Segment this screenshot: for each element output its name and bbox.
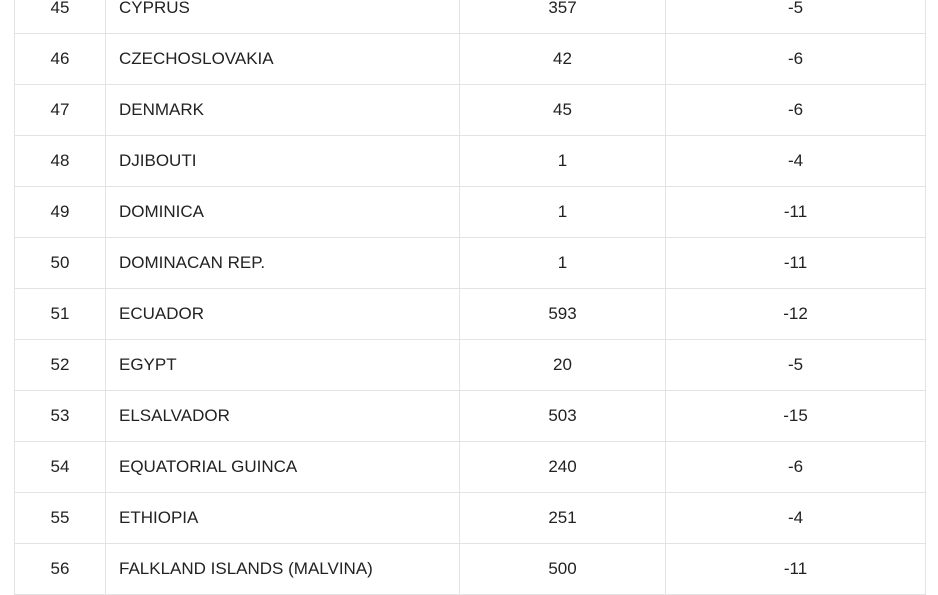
dialing-code: 251 [459,492,666,544]
time-difference: -11 [665,543,926,595]
table-row: 50 DOMINACAN REP. 1 -11 [14,237,926,289]
row-number: 53 [14,390,106,442]
row-number: 56 [14,543,106,595]
row-number: 49 [14,186,106,238]
dialing-code: 1 [459,186,666,238]
time-difference: -4 [665,135,926,187]
dialing-code: 357 [459,0,666,34]
country-name: DOMINACAN REP. [105,237,460,289]
country-name: FALKLAND ISLANDS (MALVINA) [105,543,460,595]
table-row: 45 CYPRUS 357 -5 [14,0,926,34]
time-difference: -15 [665,390,926,442]
time-difference: -6 [665,441,926,493]
table-row: 49 DOMINICA 1 -11 [14,186,926,238]
table-row: 53 ELSALVADOR 503 -15 [14,390,926,442]
country-name: ELSALVADOR [105,390,460,442]
row-number: 47 [14,84,106,136]
row-number: 51 [14,288,106,340]
row-number: 50 [14,237,106,289]
country-name: DJIBOUTI [105,135,460,187]
dialing-code: 20 [459,339,666,391]
country-name: EQUATORIAL GUINCA [105,441,460,493]
row-number: 52 [14,339,106,391]
table-row: 46 CZECHOSLOVAKIA 42 -6 [14,33,926,85]
time-difference: -11 [665,186,926,238]
table-row: 48 DJIBOUTI 1 -4 [14,135,926,187]
table-row: 54 EQUATORIAL GUINCA 240 -6 [14,441,926,493]
row-number: 55 [14,492,106,544]
time-difference: -5 [665,0,926,34]
time-difference: -6 [665,33,926,85]
row-number: 54 [14,441,106,493]
table-row: 47 DENMARK 45 -6 [14,84,926,136]
row-number: 46 [14,33,106,85]
time-difference: -6 [665,84,926,136]
table-row: 55 ETHIOPIA 251 -4 [14,492,926,544]
dialing-code: 45 [459,84,666,136]
country-name: DOMINICA [105,186,460,238]
dialing-code: 500 [459,543,666,595]
country-name: CYPRUS [105,0,460,34]
dialing-code: 240 [459,441,666,493]
time-difference: -4 [665,492,926,544]
dialing-code: 1 [459,135,666,187]
dialing-code: 42 [459,33,666,85]
dialing-code: 503 [459,390,666,442]
row-number: 45 [14,0,106,34]
row-number: 48 [14,135,106,187]
time-difference: -12 [665,288,926,340]
time-difference: -11 [665,237,926,289]
country-name: EGYPT [105,339,460,391]
table-body: 45 CYPRUS 357 -5 46 CZECHOSLOVAKIA 42 -6… [14,0,926,595]
dialing-code: 593 [459,288,666,340]
country-code-table-container: 45 CYPRUS 357 -5 46 CZECHOSLOVAKIA 42 -6… [14,0,926,595]
country-name: DENMARK [105,84,460,136]
country-name: CZECHOSLOVAKIA [105,33,460,85]
dialing-code: 1 [459,237,666,289]
table-row: 52 EGYPT 20 -5 [14,339,926,391]
country-name: ETHIOPIA [105,492,460,544]
table-row: 56 FALKLAND ISLANDS (MALVINA) 500 -11 [14,543,926,595]
time-difference: -5 [665,339,926,391]
country-code-table: 45 CYPRUS 357 -5 46 CZECHOSLOVAKIA 42 -6… [14,0,926,595]
table-row: 51 ECUADOR 593 -12 [14,288,926,340]
country-name: ECUADOR [105,288,460,340]
